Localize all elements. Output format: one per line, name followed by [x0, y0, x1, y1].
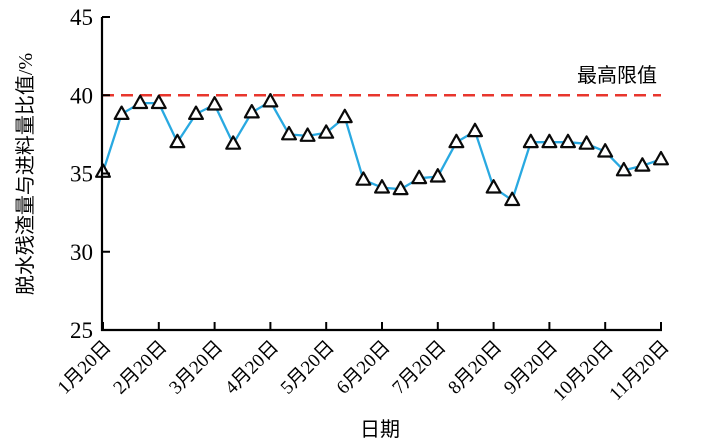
y-tick-label: 25: [70, 318, 93, 343]
data-point-marker: [522, 133, 539, 149]
data-point-marker: [113, 105, 130, 120]
data-point-marker: [615, 161, 632, 177]
data-point-marker: [634, 157, 651, 172]
data-point-marker: [411, 169, 428, 185]
data-point-marker: [467, 122, 483, 138]
data-point-marker: [132, 94, 149, 110]
data-point-marker: [262, 93, 279, 108]
x-tick-label: 11月20日: [605, 337, 673, 405]
y-tick-label: 45: [70, 5, 93, 30]
data-point-marker: [336, 108, 353, 124]
data-point-marker: [374, 179, 390, 194]
data-point-marker: [318, 124, 335, 139]
y-axis-title: 脱水残渣量与进料量比值/%: [14, 53, 37, 295]
data-point-marker: [578, 135, 595, 150]
data-point-marker: [560, 133, 576, 149]
data-point-marker: [504, 191, 521, 207]
data-point-marker: [653, 150, 669, 166]
x-tick-label: 6月20日: [333, 337, 395, 399]
y-tick-label: 30: [70, 240, 93, 265]
x-tick-label: 10月20日: [549, 337, 618, 406]
y-tick-label: 40: [70, 83, 93, 108]
data-point-marker: [169, 133, 186, 149]
x-tick-label: 8月20日: [444, 337, 506, 399]
x-tick-label: 1月20日: [54, 337, 116, 399]
data-point-marker: [429, 168, 446, 183]
x-tick-label: 7月20日: [388, 337, 450, 399]
x-tick-label: 5月20日: [277, 337, 339, 399]
x-tick-label: 3月20日: [165, 337, 227, 399]
data-point-marker: [299, 127, 316, 142]
data-point-marker: [150, 94, 167, 110]
x-tick-label: 4月20日: [221, 337, 283, 399]
data-point-marker: [597, 143, 614, 158]
y-tick-label: 35: [70, 162, 93, 187]
data-point-marker: [225, 135, 242, 150]
data-point-marker: [355, 171, 372, 186]
data-point-marker: [541, 133, 558, 149]
data-point-marker: [485, 179, 502, 194]
x-tick-label: 2月20日: [109, 337, 171, 399]
x-axis-title: 日期: [360, 419, 400, 441]
data-series-layer: [95, 93, 669, 207]
data-point-marker: [392, 180, 409, 196]
limit-annotation: 最高限值: [577, 64, 657, 87]
data-point-marker: [188, 105, 204, 120]
data-point-marker: [243, 104, 260, 119]
data-point-marker: [206, 96, 223, 111]
data-point-marker: [448, 133, 465, 149]
data-point-marker: [281, 125, 297, 141]
